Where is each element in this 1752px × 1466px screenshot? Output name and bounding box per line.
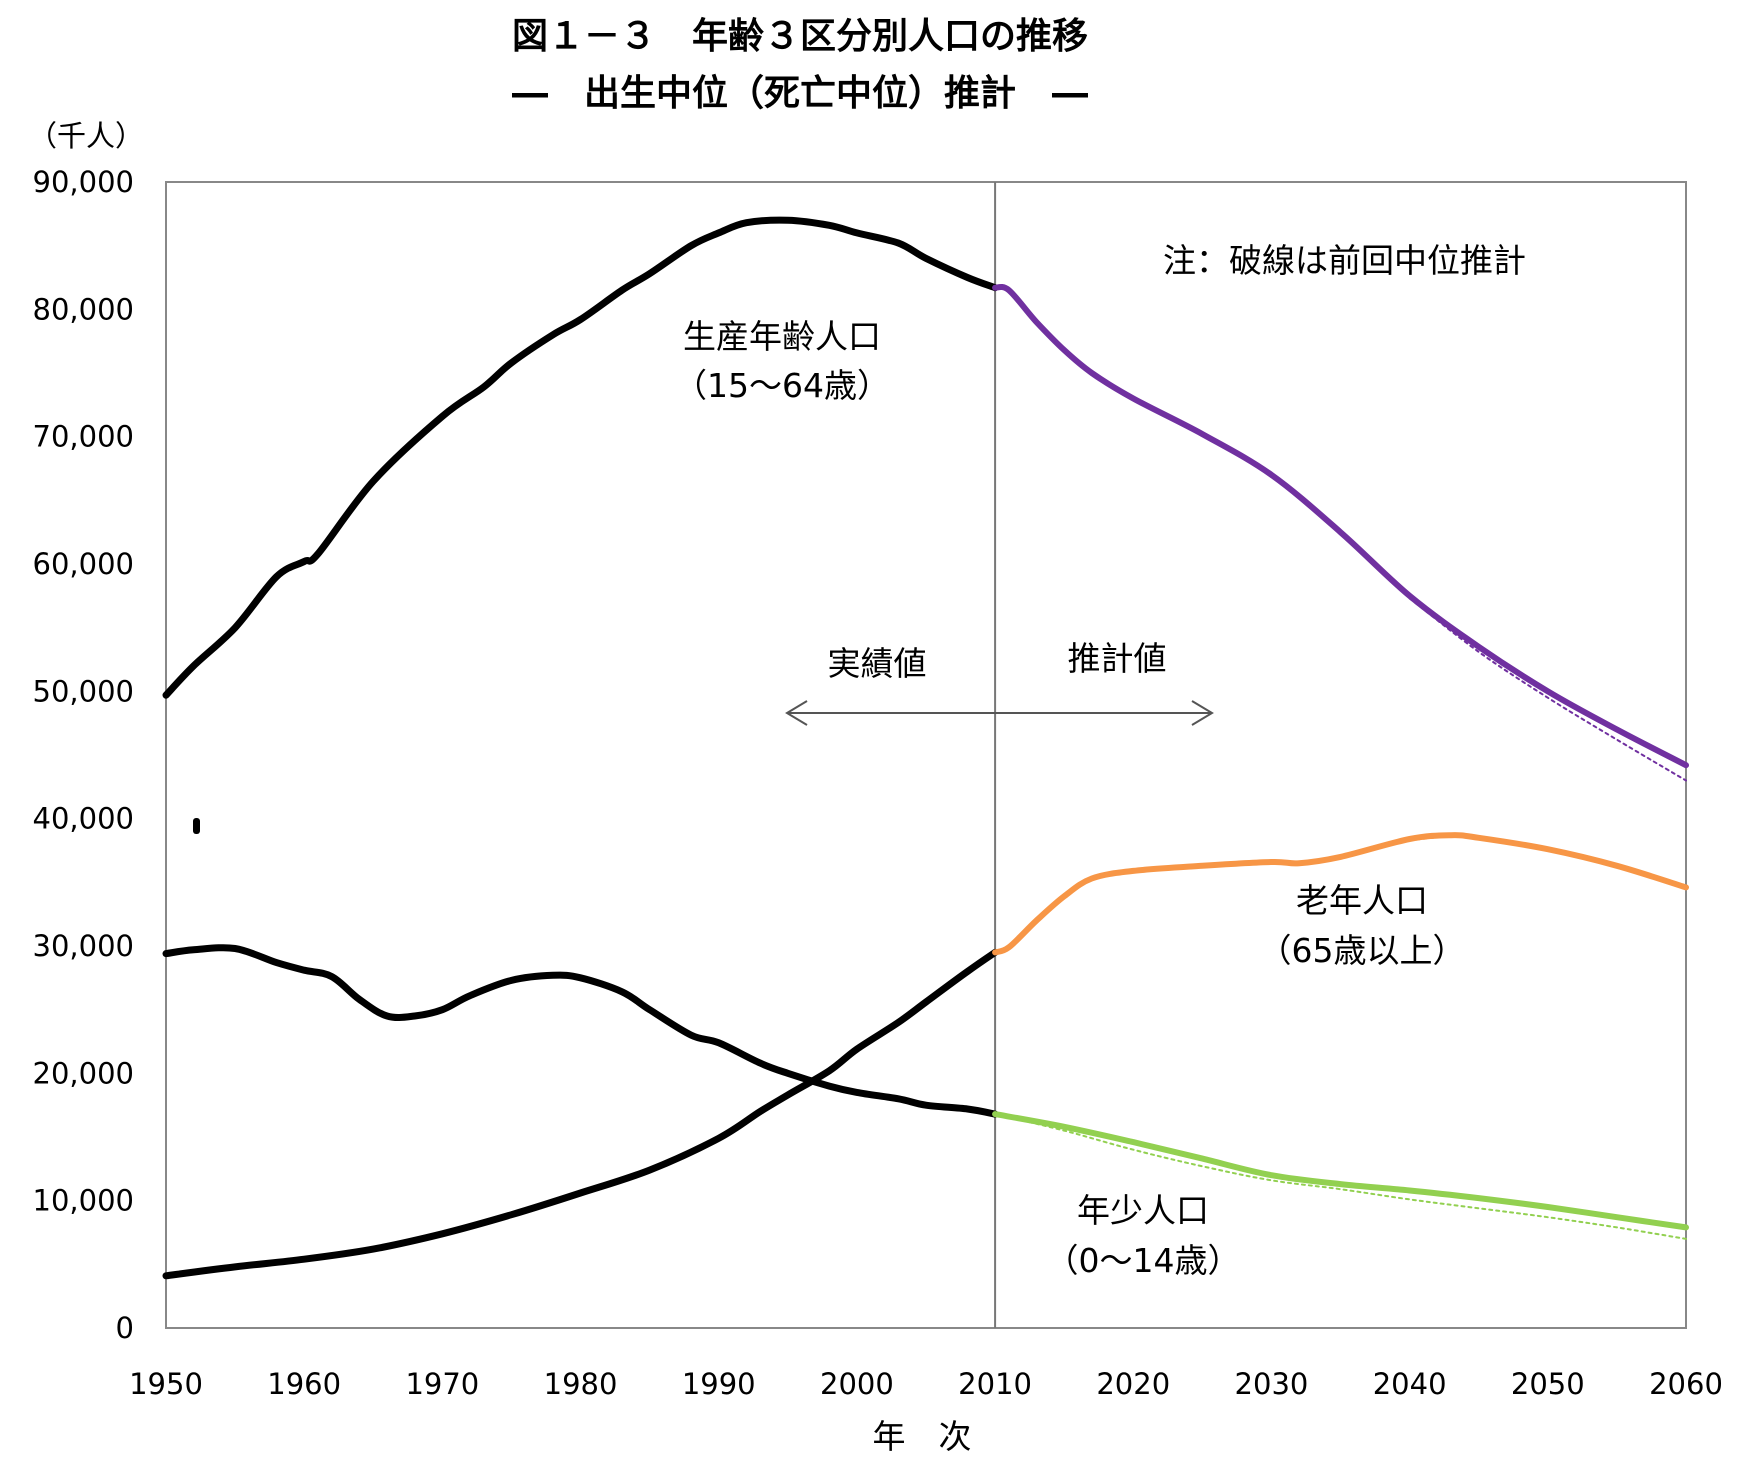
actual-projected-arrow — [785, 700, 1214, 726]
x-tick-label: 1970 — [405, 1367, 479, 1401]
x-axis: 1950 1960 1970 1980 1990 2000 2010 2020 2030 2040… — [129, 1367, 1723, 1401]
x-tick-label: 1950 — [129, 1367, 203, 1401]
series-line-actual — [162, 944, 999, 1118]
y-tick-label: 40,000 — [33, 802, 134, 836]
x-tick-label: 2050 — [1511, 1367, 1585, 1401]
note-annotation: 注：破線は前回中位推計 — [1163, 241, 1526, 280]
y-tick-label: 80,000 — [33, 292, 134, 326]
x-tick-label: 2030 — [1235, 1367, 1309, 1401]
x-tick-label: 1980 — [544, 1367, 618, 1401]
label-projected: 推計値 — [1068, 639, 1167, 678]
series-line-projection — [992, 283, 1689, 769]
y-tick-label: 0 — [116, 1311, 134, 1345]
series-group — [162, 216, 1689, 1280]
y-tick-label: 60,000 — [33, 547, 134, 581]
x-axis-title: 年 次 — [873, 1417, 972, 1456]
series-line-previous — [1408, 597, 1687, 782]
y-tick-label: 70,000 — [33, 420, 134, 454]
y-tick-label: 10,000 — [33, 1184, 134, 1218]
stray-mark — [193, 818, 200, 834]
y-tick-label: 20,000 — [33, 1056, 134, 1090]
label-elderly: 老年人口 — [1296, 881, 1428, 920]
series-line-actual — [162, 948, 999, 1280]
label-youth-range: （0～14歳） — [1046, 1241, 1241, 1280]
chart-title: 図１－３ 年齢３区分別人口の推移 — [512, 16, 1088, 57]
x-tick-label: 2010 — [958, 1367, 1032, 1401]
x-tick-label: 1960 — [267, 1367, 341, 1401]
y-tick-label: 50,000 — [33, 674, 134, 708]
series-line-previous — [994, 1113, 1687, 1240]
y-tick-label: 90,000 — [33, 165, 134, 199]
plot-frame — [165, 181, 1687, 1329]
label-working-age-range: （15～64歳） — [674, 366, 890, 405]
label-youth: 年少人口 — [1077, 1191, 1209, 1230]
series-line-previous — [1408, 835, 1687, 890]
x-tick-label: 2060 — [1649, 1367, 1723, 1401]
x-tick-label: 1990 — [682, 1367, 756, 1401]
label-working-age: 生産年齢人口 — [683, 317, 881, 356]
y-axis: 0 10,000 20,000 30,000 40,000 50,000 60,000 70,… — [33, 165, 134, 1345]
series-line-projection — [992, 1111, 1689, 1231]
x-tick-label: 2000 — [820, 1367, 894, 1401]
y-tick-label: 30,000 — [33, 929, 134, 963]
series-line-projection — [992, 832, 1689, 956]
y-unit-label: （千人） — [28, 119, 144, 153]
x-tick-label: 2040 — [1373, 1367, 1447, 1401]
series-line-actual — [162, 216, 999, 699]
label-actual: 実績値 — [828, 644, 927, 683]
chart-subtitle: ― 出生中位（死亡中位）推計 ― — [512, 73, 1088, 114]
x-tick-label: 2020 — [1096, 1367, 1170, 1401]
label-elderly-range: （65歳以上） — [1259, 931, 1466, 970]
